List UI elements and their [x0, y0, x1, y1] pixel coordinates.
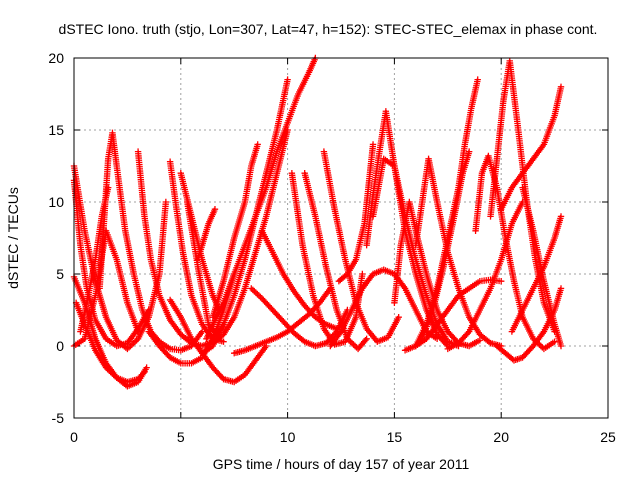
tick-labels: 0 5 10 15 20 25 -5 0 5 10 15 20 — [48, 50, 616, 445]
series-38 — [508, 213, 565, 335]
data-point — [141, 368, 148, 376]
data-point — [333, 325, 340, 332]
series-24 — [335, 141, 377, 285]
series-10 — [166, 296, 270, 386]
data-point — [464, 329, 472, 337]
series-34 — [472, 152, 558, 353]
data-point — [284, 126, 291, 134]
chart-title: dSTEC Iono. truth (stjo, Lon=307, Lat=47… — [59, 21, 598, 37]
y-tick-label: -5 — [52, 410, 65, 426]
plot-frame — [73, 57, 609, 419]
data-point — [498, 278, 505, 285]
x-tick-label: 20 — [493, 429, 509, 445]
data-point — [284, 76, 291, 83]
series-1 — [70, 162, 170, 353]
series-39 — [519, 184, 565, 350]
series-23 — [320, 148, 402, 345]
series-13 — [194, 206, 219, 263]
data-point — [557, 285, 565, 292]
y-tick-label: 15 — [48, 122, 64, 138]
series-22 — [301, 170, 370, 353]
data-point — [465, 148, 473, 155]
y-tick-label: 20 — [48, 50, 64, 66]
series-9 — [166, 158, 227, 345]
x-tick-label: 5 — [177, 429, 185, 445]
data-marks — [70, 54, 565, 390]
y-tick-label: 0 — [56, 338, 64, 354]
series-32 — [401, 276, 505, 354]
data-point — [362, 337, 369, 344]
series-6 — [96, 129, 206, 354]
series-18 — [231, 285, 334, 357]
data-point — [140, 370, 147, 377]
data-point — [395, 314, 402, 321]
x-tick-label: 10 — [280, 429, 296, 445]
data-point — [557, 342, 565, 350]
series-31 — [418, 148, 473, 342]
x-tick-label: 0 — [70, 429, 78, 445]
data-point — [363, 335, 370, 342]
series-37 — [498, 83, 565, 213]
series-3 — [72, 299, 148, 386]
data-point — [474, 76, 481, 83]
data-point — [359, 270, 366, 278]
data-point — [134, 328, 142, 335]
data-point — [220, 338, 227, 345]
x-tick-label: 25 — [600, 429, 616, 445]
data-point — [476, 337, 484, 344]
data-point — [211, 206, 219, 213]
y-tick-label: 5 — [56, 266, 64, 282]
y-tick-label: 10 — [48, 194, 64, 210]
x-axis-label: GPS time / hours of day 157 of year 2011 — [213, 456, 470, 472]
data-point — [369, 141, 377, 148]
data-point — [198, 328, 206, 335]
series-16 — [198, 76, 291, 357]
series-29 — [412, 155, 505, 350]
data-point — [557, 213, 565, 220]
series-17 — [209, 141, 261, 321]
data-point — [557, 83, 565, 90]
x-tick-label: 15 — [387, 429, 403, 445]
data-point — [254, 141, 261, 148]
data-point — [143, 364, 150, 371]
y-axis-label: dSTEC / TECUs — [5, 187, 21, 289]
data-point — [162, 198, 170, 206]
